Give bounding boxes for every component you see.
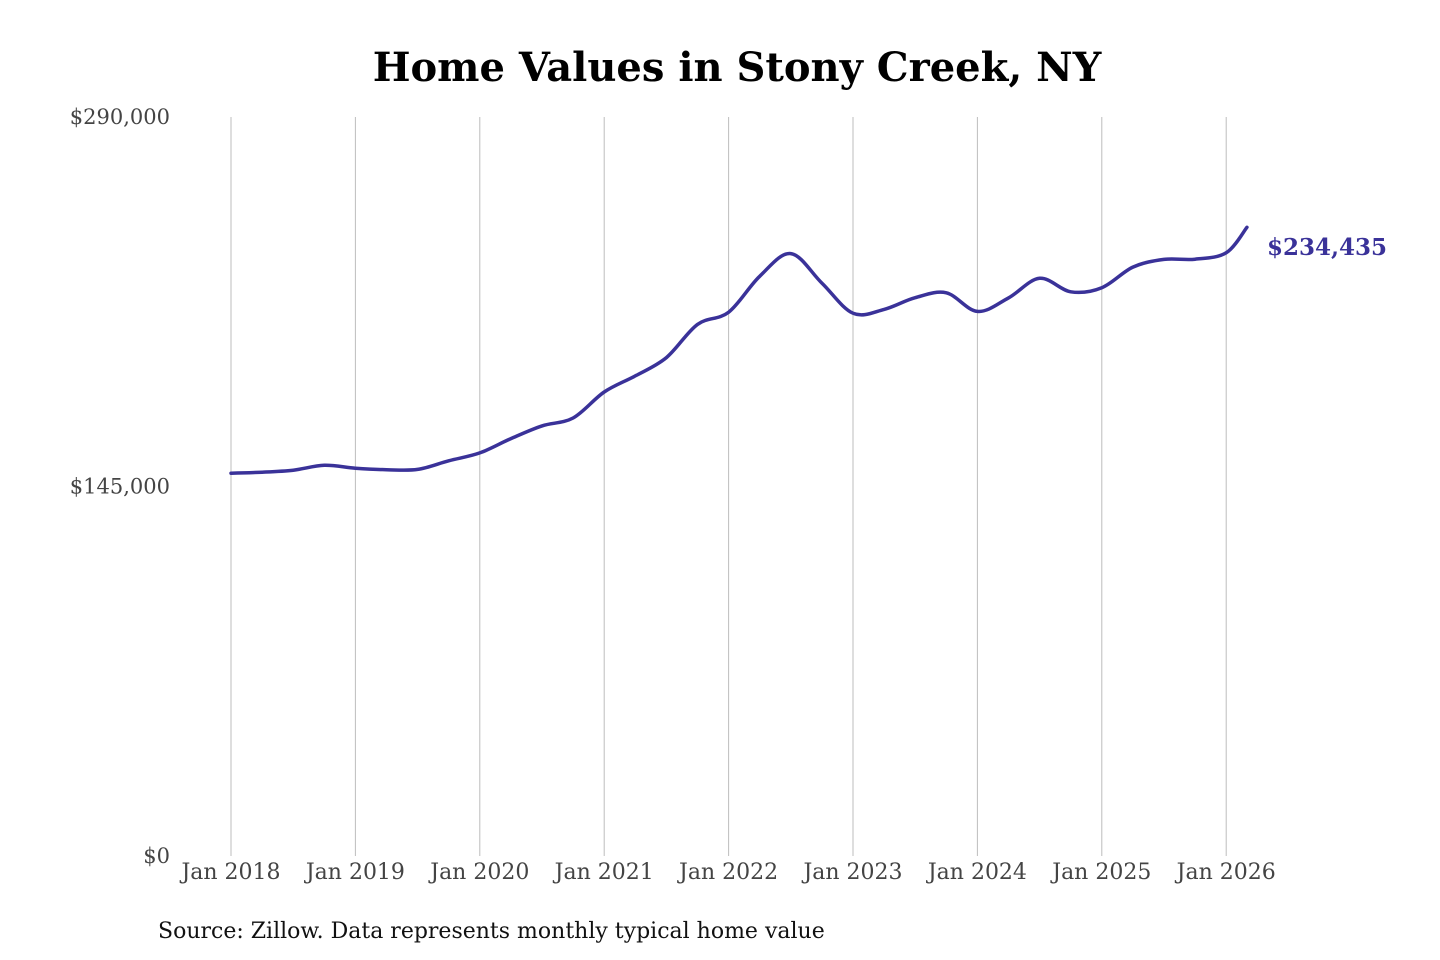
x-tick-label: Jan 2024 xyxy=(926,860,1027,885)
y-tick-label: $0 xyxy=(143,844,170,868)
y-axis: $0 $145,000 $290,000 xyxy=(70,105,170,868)
x-tick-label: Jan 2022 xyxy=(677,860,778,885)
x-tick-label: Jan 2021 xyxy=(553,860,654,885)
x-tick-label: Jan 2026 xyxy=(1175,860,1276,885)
x-axis: Jan 2018 Jan 2019 Jan 2020 Jan 2021 Jan 2022… xyxy=(179,860,1275,885)
x-tick-label: Jan 2025 xyxy=(1050,860,1151,885)
x-tick-label: Jan 2020 xyxy=(428,860,529,885)
end-value-label: $234,435 xyxy=(1267,234,1387,261)
x-tick-label: Jan 2019 xyxy=(304,860,405,885)
chart-title: Home Values in Stony Creek, NY xyxy=(373,44,1102,91)
y-tick-label: $290,000 xyxy=(70,105,170,129)
source-note: Source: Zillow. Data represents monthly … xyxy=(158,919,825,944)
y-tick-label: $145,000 xyxy=(70,475,170,499)
grid-layer xyxy=(230,117,1227,856)
x-tick-label: Jan 2018 xyxy=(179,860,280,885)
series-line-home-value xyxy=(229,225,1249,475)
x-tick-label: Jan 2023 xyxy=(801,860,902,885)
